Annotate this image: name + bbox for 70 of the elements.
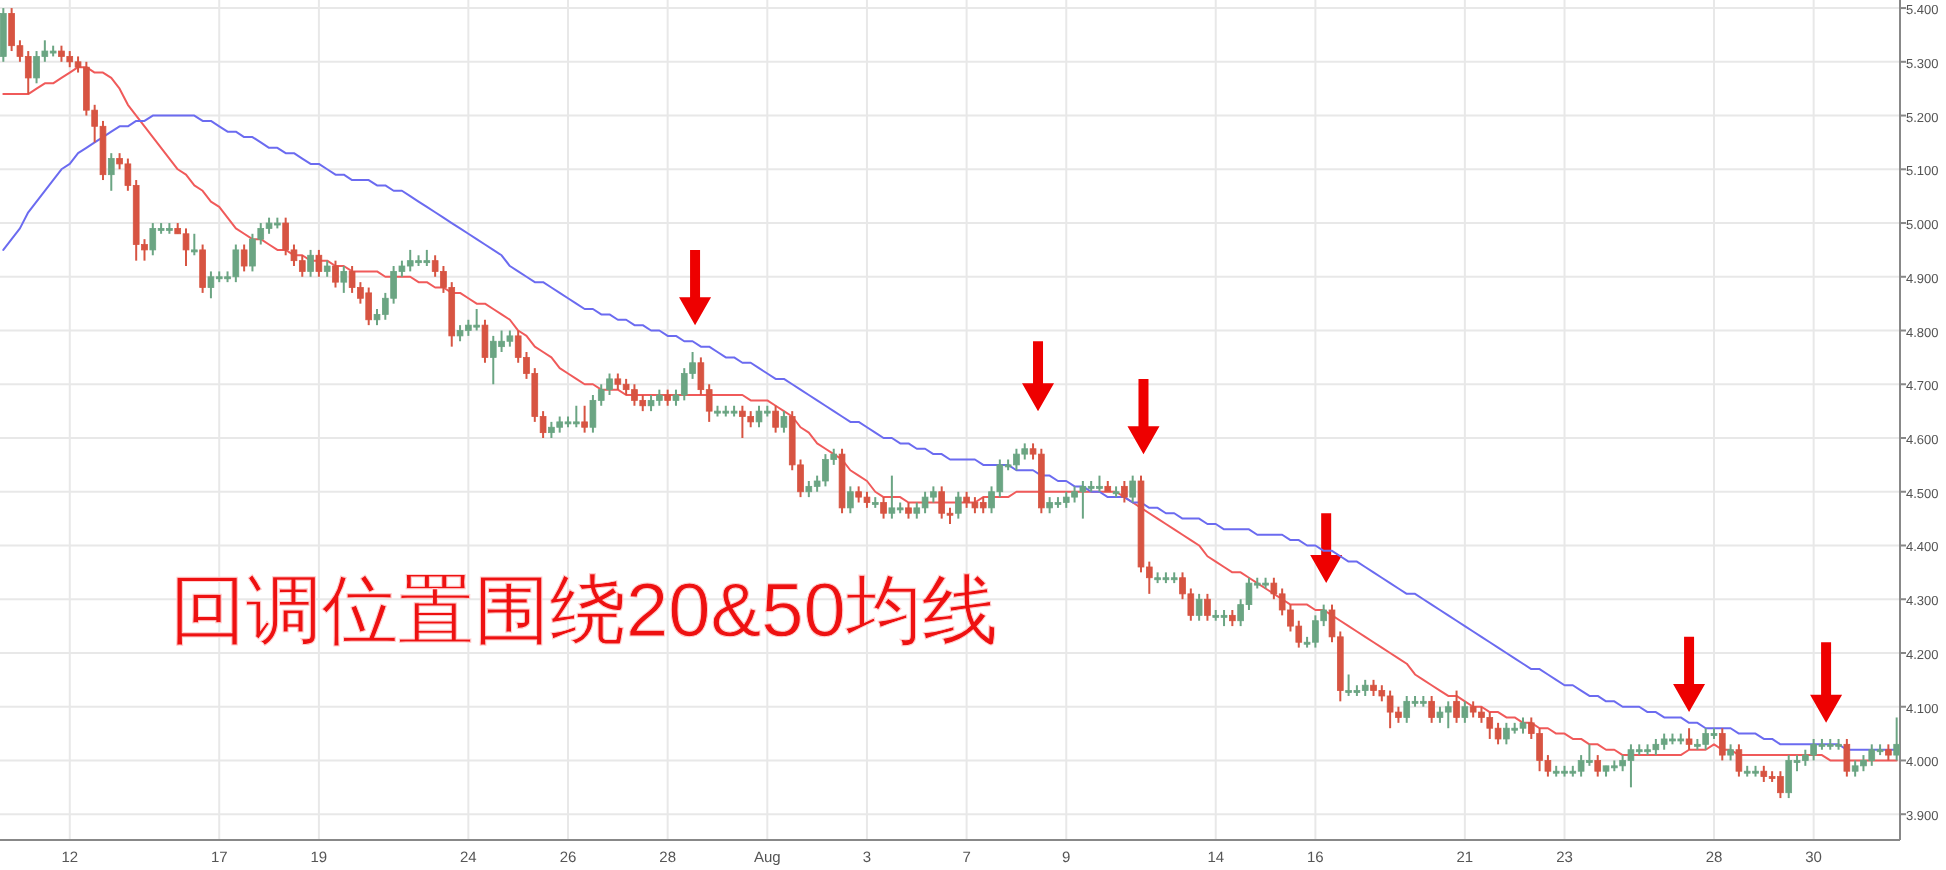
candlestick <box>473 308 480 332</box>
candlestick <box>1536 727 1543 773</box>
candlestick <box>232 243 240 284</box>
candlestick <box>1444 700 1452 730</box>
candlestick <box>1312 614 1319 649</box>
candlestick <box>481 318 489 364</box>
candlestick <box>240 243 248 273</box>
candlestick <box>33 50 40 85</box>
candlestick <box>107 152 115 192</box>
candlestick <box>1718 727 1726 762</box>
candlestick <box>1685 727 1693 751</box>
candlestick <box>0 7 7 63</box>
candlestick <box>1594 754 1602 778</box>
candlestick <box>822 453 829 488</box>
candlestick <box>1121 480 1128 504</box>
candlestick <box>498 329 505 354</box>
candlestick <box>199 243 206 294</box>
candlestick <box>755 404 763 429</box>
candlestick <box>631 383 638 407</box>
candlestick <box>880 496 887 520</box>
candlestick <box>1735 743 1743 778</box>
candlestick <box>1013 447 1020 472</box>
candlestick <box>581 404 588 434</box>
candlestick <box>1386 689 1394 730</box>
candlestick <box>921 490 929 515</box>
candlestick <box>772 404 779 434</box>
candlestick <box>606 372 613 397</box>
candlestick <box>24 50 32 96</box>
candlestick <box>1461 700 1469 724</box>
candlestick <box>1868 743 1876 767</box>
candlestick <box>589 394 597 434</box>
candlestick <box>182 227 190 268</box>
candlestick <box>307 248 314 278</box>
candlestick <box>847 485 854 515</box>
candlestick <box>1586 743 1593 767</box>
candlestick <box>340 265 348 294</box>
candlestick <box>739 404 746 439</box>
annotation: 回调位置围绕20&50均线 <box>170 570 998 654</box>
candlestick <box>680 367 688 402</box>
candlestick <box>1810 737 1817 762</box>
candlestick <box>1195 592 1203 622</box>
candlestick <box>1129 474 1136 504</box>
candlestick <box>1893 716 1900 762</box>
candlestick <box>249 232 256 273</box>
candlestick <box>780 410 788 434</box>
candlestick <box>1494 721 1502 746</box>
candlestick <box>332 259 339 289</box>
candlestick <box>1204 592 1211 622</box>
candlestick <box>955 490 962 520</box>
candlestick <box>1345 673 1352 697</box>
candlestick <box>8 7 15 53</box>
candlestick <box>1486 711 1494 740</box>
candlestick <box>1777 770 1784 800</box>
candlestick <box>1403 694 1411 724</box>
candlestick <box>1843 737 1851 778</box>
candlestick <box>149 222 157 257</box>
candlestick <box>1627 743 1635 789</box>
candlestick <box>1428 694 1435 724</box>
candlestick <box>207 270 215 300</box>
candlestick <box>489 334 497 386</box>
candlestick <box>365 286 373 327</box>
candlestick <box>315 248 323 278</box>
candlestick <box>1785 754 1793 800</box>
candlestick <box>191 232 198 257</box>
candlestick <box>406 248 414 273</box>
candlestick <box>1453 689 1460 724</box>
candlestick <box>298 254 306 278</box>
candlestick <box>888 474 896 520</box>
candlestick <box>1079 480 1087 520</box>
candlestick <box>1503 721 1510 746</box>
